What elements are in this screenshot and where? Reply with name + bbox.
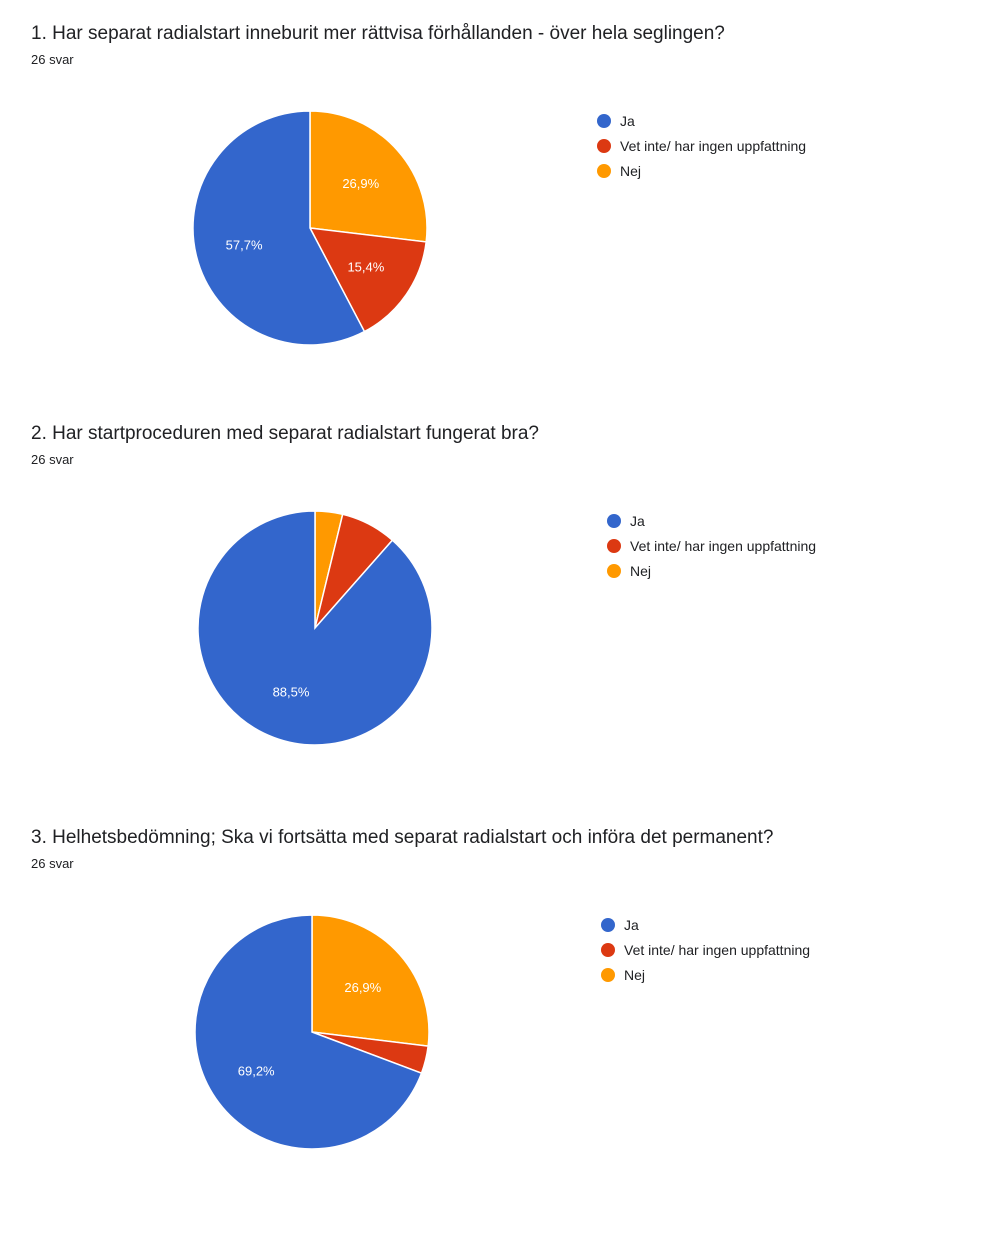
legend-label-ja: Ja [630,513,645,529]
legend-item-ja[interactable]: Ja [601,915,921,935]
legend-dot-nej [607,564,621,578]
pie-slice-ja[interactable] [194,914,423,1150]
pie-slice-label-nej: 26,9% [344,980,381,995]
legend-dot-ja [597,114,611,128]
legend-dot-nej [597,164,611,178]
legend-label-nej: Nej [630,563,652,579]
legend-label-vet-inte: Vet inte/ har ingen uppfattning [620,138,807,154]
question-2-title: 2. Har startproceduren med separat radia… [31,423,539,444]
pie-slice-label-ja: 88,5% [273,684,310,699]
legend-item-nej[interactable]: Nej [597,161,917,181]
legend-dot-ja [601,918,615,932]
legend-label-nej: Nej [620,163,642,179]
pie-slice-vet-inte[interactable] [308,227,428,333]
legend-item-vet-inte[interactable]: Vet inte/ har ingen uppfattning [601,940,921,960]
legend-dot-vet-inte [607,539,621,553]
legend-item-nej[interactable]: Nej [601,965,921,985]
legend-label-vet-inte: Vet inte/ har ingen uppfattning [624,942,811,958]
pie-slice-label-vet-inte: 15,4% [347,259,384,274]
question-3-title: 3. Helhetsbedömning; Ska vi fortsätta me… [31,827,774,848]
legend-item-ja[interactable]: Ja [607,511,927,531]
pie-slice-ja[interactable] [197,510,433,746]
question-1-response-count: 26 svar [31,52,74,67]
question-1-pie-chart: 26,9% 15,4% 57,7% [192,110,428,346]
question-2-response-count: 26 svar [31,452,74,467]
question-1-legend: Ja Vet inte/ har ingen uppfattning Nej [597,111,917,191]
pie-slice-nej[interactable] [309,110,428,243]
question-2-pie-chart: 88,5% [197,510,433,746]
legend-label-ja: Ja [624,917,639,933]
legend-label-vet-inte: Vet inte/ har ingen uppfattning [630,538,817,554]
pie-slice-label-ja: 69,2% [238,1064,275,1079]
legend-item-ja[interactable]: Ja [597,111,917,131]
legend-label-nej: Nej [624,967,646,983]
legend-dot-vet-inte [601,943,615,957]
question-1-title: 1. Har separat radialstart inneburit mer… [31,23,725,44]
pie-slice-nej[interactable] [311,914,430,1047]
question-3-pie-chart: 26,9% 69,2% [194,914,430,1150]
question-3-legend: Ja Vet inte/ har ingen uppfattning Nej [601,915,921,995]
pie-slice-label-nej: 26,9% [342,176,379,191]
legend-label-ja: Ja [620,113,635,129]
question-2-legend: Ja Vet inte/ har ingen uppfattning Nej [607,511,927,591]
legend-dot-nej [601,968,615,982]
legend-item-vet-inte[interactable]: Vet inte/ har ingen uppfattning [597,136,917,156]
legend-item-vet-inte[interactable]: Vet inte/ har ingen uppfattning [607,536,927,556]
legend-item-nej[interactable]: Nej [607,561,927,581]
legend-dot-ja [607,514,621,528]
question-1-section: 1. Har separat radialstart inneburit mer… [0,22,1000,422]
pie-slice-label-ja: 57,7% [226,237,263,252]
question-3-response-count: 26 svar [31,856,74,871]
question-3-section: 3. Helhetsbedömning; Ska vi fortsätta me… [0,826,1000,1226]
question-2-section: 2. Har startproceduren med separat radia… [0,422,1000,822]
legend-dot-vet-inte [597,139,611,153]
pie-slice-ja[interactable] [192,110,366,346]
